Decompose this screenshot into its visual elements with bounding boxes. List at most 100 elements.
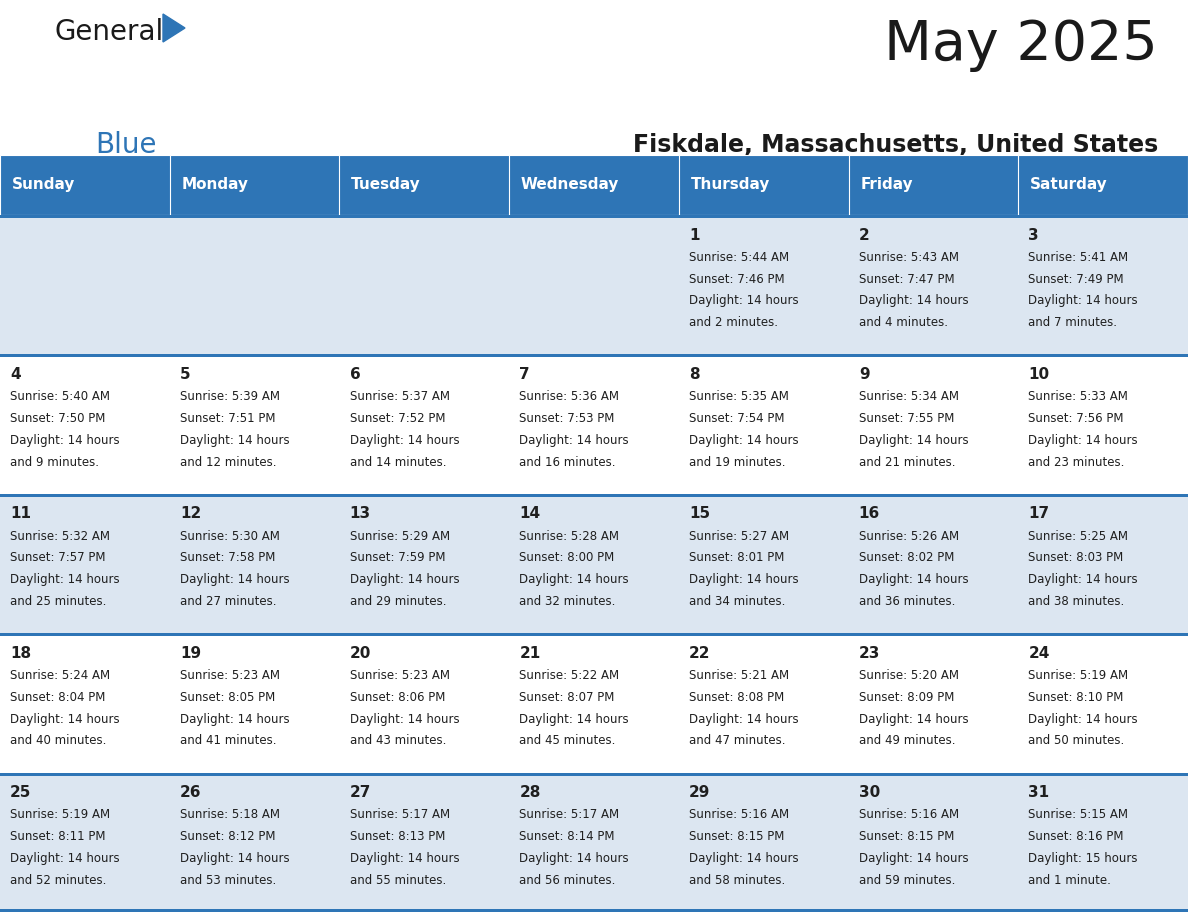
Text: Sunrise: 5:24 AM: Sunrise: 5:24 AM bbox=[11, 669, 110, 682]
Text: Fiskdale, Massachusetts, United States: Fiskdale, Massachusetts, United States bbox=[633, 133, 1158, 157]
Text: 30: 30 bbox=[859, 785, 880, 800]
Text: Daylight: 14 hours: Daylight: 14 hours bbox=[1029, 434, 1138, 447]
Text: and 50 minutes.: and 50 minutes. bbox=[1029, 734, 1125, 747]
Text: Daylight: 14 hours: Daylight: 14 hours bbox=[179, 712, 290, 725]
Text: and 43 minutes.: and 43 minutes. bbox=[349, 734, 446, 747]
FancyBboxPatch shape bbox=[0, 773, 1188, 776]
Text: 19: 19 bbox=[179, 645, 201, 661]
FancyBboxPatch shape bbox=[170, 218, 340, 354]
FancyBboxPatch shape bbox=[510, 155, 678, 215]
Text: Daylight: 14 hours: Daylight: 14 hours bbox=[11, 712, 120, 725]
Text: Sunrise: 5:37 AM: Sunrise: 5:37 AM bbox=[349, 390, 449, 403]
Text: Sunset: 7:56 PM: Sunset: 7:56 PM bbox=[1029, 412, 1124, 425]
Text: and 58 minutes.: and 58 minutes. bbox=[689, 874, 785, 887]
FancyBboxPatch shape bbox=[170, 357, 340, 494]
Text: Sunset: 7:57 PM: Sunset: 7:57 PM bbox=[11, 552, 106, 565]
Text: Saturday: Saturday bbox=[1030, 177, 1108, 193]
FancyBboxPatch shape bbox=[340, 776, 510, 912]
Text: and 4 minutes.: and 4 minutes. bbox=[859, 316, 948, 330]
Text: Sunrise: 5:30 AM: Sunrise: 5:30 AM bbox=[179, 530, 279, 543]
Text: Sunset: 8:01 PM: Sunset: 8:01 PM bbox=[689, 552, 784, 565]
Text: May 2025: May 2025 bbox=[884, 18, 1158, 72]
Text: Sunrise: 5:40 AM: Sunrise: 5:40 AM bbox=[11, 390, 110, 403]
Text: Sunrise: 5:17 AM: Sunrise: 5:17 AM bbox=[519, 809, 619, 822]
Text: 6: 6 bbox=[349, 367, 360, 382]
FancyBboxPatch shape bbox=[510, 776, 678, 912]
Text: 5: 5 bbox=[179, 367, 190, 382]
FancyBboxPatch shape bbox=[0, 633, 1188, 636]
Text: Sunrise: 5:16 AM: Sunrise: 5:16 AM bbox=[859, 809, 959, 822]
Text: and 9 minutes.: and 9 minutes. bbox=[11, 455, 99, 468]
Text: Daylight: 14 hours: Daylight: 14 hours bbox=[859, 573, 968, 587]
FancyBboxPatch shape bbox=[848, 776, 1018, 912]
Text: 11: 11 bbox=[11, 507, 31, 521]
Text: Sunset: 8:12 PM: Sunset: 8:12 PM bbox=[179, 830, 276, 843]
FancyBboxPatch shape bbox=[340, 155, 510, 215]
FancyBboxPatch shape bbox=[170, 636, 340, 773]
Text: Daylight: 14 hours: Daylight: 14 hours bbox=[519, 852, 628, 865]
FancyBboxPatch shape bbox=[0, 357, 170, 494]
Text: 2: 2 bbox=[859, 228, 870, 242]
FancyBboxPatch shape bbox=[678, 218, 848, 354]
Text: Sunrise: 5:19 AM: Sunrise: 5:19 AM bbox=[11, 809, 110, 822]
FancyBboxPatch shape bbox=[1018, 776, 1188, 912]
Text: Wednesday: Wednesday bbox=[522, 177, 619, 193]
Text: and 34 minutes.: and 34 minutes. bbox=[689, 595, 785, 608]
Text: and 21 minutes.: and 21 minutes. bbox=[859, 455, 955, 468]
Text: and 19 minutes.: and 19 minutes. bbox=[689, 455, 785, 468]
FancyBboxPatch shape bbox=[0, 494, 1188, 497]
Text: and 56 minutes.: and 56 minutes. bbox=[519, 874, 615, 887]
FancyBboxPatch shape bbox=[1018, 357, 1188, 494]
Text: 24: 24 bbox=[1029, 645, 1050, 661]
Text: 4: 4 bbox=[11, 367, 21, 382]
FancyBboxPatch shape bbox=[510, 636, 678, 773]
Text: Sunset: 8:07 PM: Sunset: 8:07 PM bbox=[519, 690, 614, 704]
Text: Sunrise: 5:23 AM: Sunrise: 5:23 AM bbox=[179, 669, 280, 682]
Text: and 12 minutes.: and 12 minutes. bbox=[179, 455, 277, 468]
Text: General: General bbox=[55, 18, 164, 46]
FancyBboxPatch shape bbox=[1018, 497, 1188, 633]
Text: Sunrise: 5:25 AM: Sunrise: 5:25 AM bbox=[1029, 530, 1129, 543]
Text: Daylight: 15 hours: Daylight: 15 hours bbox=[1029, 852, 1138, 865]
Text: Daylight: 14 hours: Daylight: 14 hours bbox=[519, 712, 628, 725]
FancyBboxPatch shape bbox=[678, 497, 848, 633]
FancyBboxPatch shape bbox=[0, 155, 170, 215]
Text: Sunrise: 5:27 AM: Sunrise: 5:27 AM bbox=[689, 530, 789, 543]
FancyBboxPatch shape bbox=[0, 497, 170, 633]
Text: Thursday: Thursday bbox=[690, 177, 770, 193]
Text: 23: 23 bbox=[859, 645, 880, 661]
Text: Daylight: 14 hours: Daylight: 14 hours bbox=[689, 712, 798, 725]
Text: and 16 minutes.: and 16 minutes. bbox=[519, 455, 615, 468]
Text: Sunset: 8:03 PM: Sunset: 8:03 PM bbox=[1029, 552, 1124, 565]
Text: Sunset: 8:16 PM: Sunset: 8:16 PM bbox=[1029, 830, 1124, 843]
Text: 31: 31 bbox=[1029, 785, 1049, 800]
FancyBboxPatch shape bbox=[1018, 218, 1188, 354]
Text: 18: 18 bbox=[11, 645, 31, 661]
Text: Sunset: 7:54 PM: Sunset: 7:54 PM bbox=[689, 412, 784, 425]
Text: Sunset: 8:05 PM: Sunset: 8:05 PM bbox=[179, 690, 276, 704]
Text: Sunrise: 5:43 AM: Sunrise: 5:43 AM bbox=[859, 251, 959, 263]
Text: Sunset: 8:15 PM: Sunset: 8:15 PM bbox=[689, 830, 784, 843]
FancyBboxPatch shape bbox=[848, 497, 1018, 633]
Text: and 1 minute.: and 1 minute. bbox=[1029, 874, 1111, 887]
Text: Daylight: 14 hours: Daylight: 14 hours bbox=[11, 852, 120, 865]
Text: Daylight: 14 hours: Daylight: 14 hours bbox=[689, 295, 798, 308]
Text: Daylight: 14 hours: Daylight: 14 hours bbox=[349, 573, 460, 587]
Text: and 52 minutes.: and 52 minutes. bbox=[11, 874, 107, 887]
Text: Daylight: 14 hours: Daylight: 14 hours bbox=[11, 573, 120, 587]
Text: Daylight: 14 hours: Daylight: 14 hours bbox=[349, 852, 460, 865]
FancyBboxPatch shape bbox=[340, 357, 510, 494]
FancyBboxPatch shape bbox=[678, 636, 848, 773]
Text: Sunset: 8:14 PM: Sunset: 8:14 PM bbox=[519, 830, 615, 843]
Text: and 55 minutes.: and 55 minutes. bbox=[349, 874, 446, 887]
Text: 27: 27 bbox=[349, 785, 371, 800]
Text: Sunset: 7:52 PM: Sunset: 7:52 PM bbox=[349, 412, 446, 425]
Text: Sunset: 7:46 PM: Sunset: 7:46 PM bbox=[689, 273, 784, 285]
Text: Sunrise: 5:36 AM: Sunrise: 5:36 AM bbox=[519, 390, 619, 403]
FancyBboxPatch shape bbox=[510, 497, 678, 633]
Text: 12: 12 bbox=[179, 507, 201, 521]
Text: and 45 minutes.: and 45 minutes. bbox=[519, 734, 615, 747]
Text: Daylight: 14 hours: Daylight: 14 hours bbox=[1029, 573, 1138, 587]
Text: Tuesday: Tuesday bbox=[352, 177, 421, 193]
Text: and 53 minutes.: and 53 minutes. bbox=[179, 874, 276, 887]
